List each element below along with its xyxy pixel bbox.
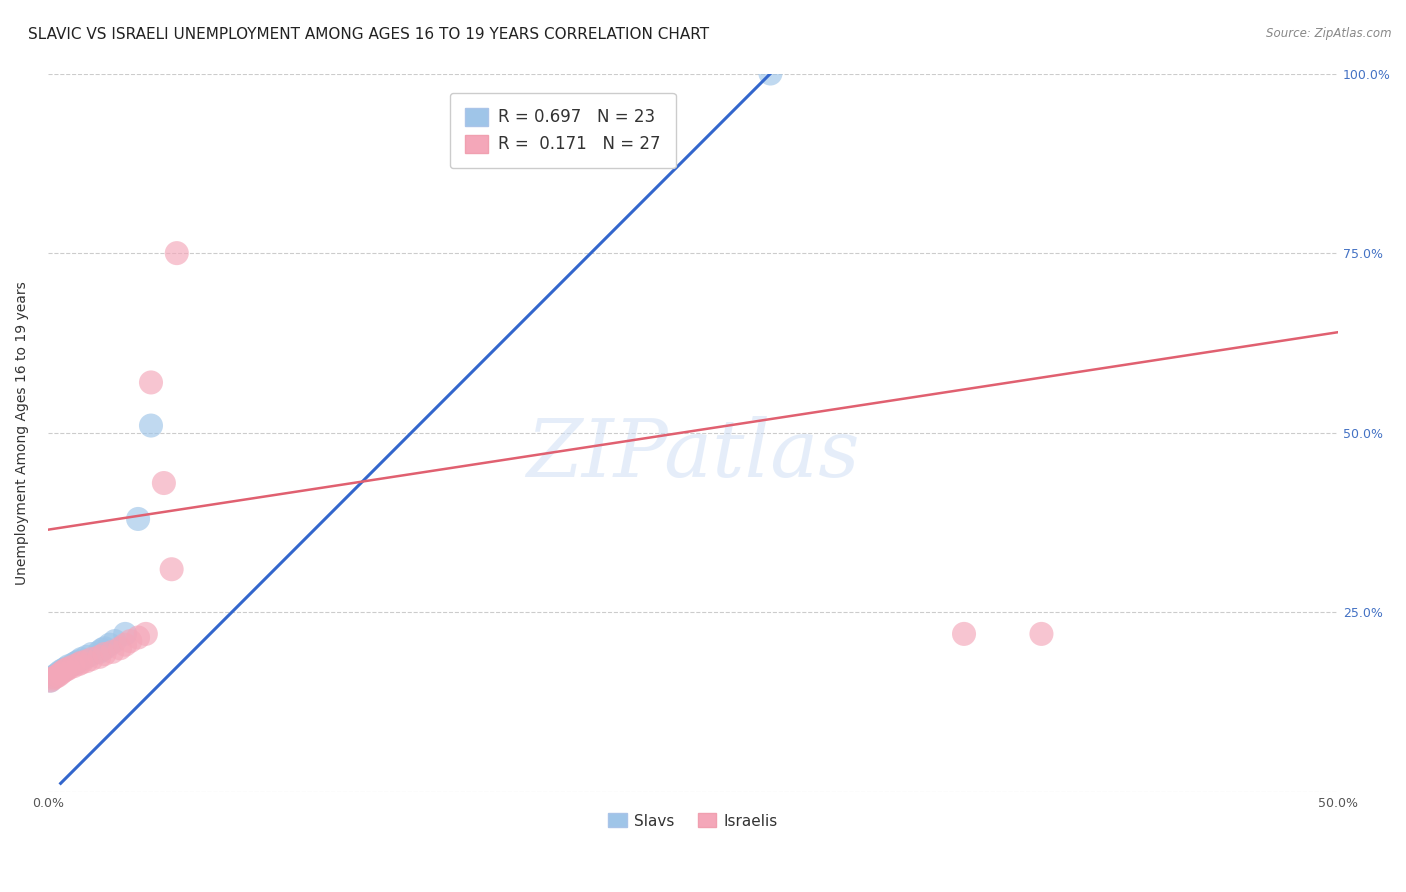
Point: [67, 654, 90, 668]
Point: [127, 512, 149, 526]
Point: [42, 672, 65, 686]
Point: [75, 649, 97, 664]
Point: [953, 627, 976, 641]
Point: [108, 641, 131, 656]
Point: [70, 656, 93, 670]
Point: [80, 652, 103, 666]
Legend: Slavs, Israelis: Slavs, Israelis: [602, 807, 785, 835]
Point: [139, 418, 162, 433]
Point: [62, 657, 84, 671]
Point: [58, 659, 80, 673]
Point: [42, 670, 65, 684]
Point: [55, 661, 77, 675]
Point: [46, 668, 69, 682]
Point: [166, 246, 188, 260]
Point: [114, 627, 136, 641]
Point: [58, 661, 80, 675]
Point: [91, 642, 114, 657]
Point: [55, 663, 77, 677]
Point: [44, 668, 66, 682]
Point: [52, 665, 75, 679]
Point: [39, 673, 62, 688]
Point: [62, 659, 84, 673]
Point: [1031, 627, 1053, 641]
Point: [44, 670, 66, 684]
Point: [80, 647, 103, 661]
Point: [65, 656, 87, 670]
Text: Source: ZipAtlas.com: Source: ZipAtlas.com: [1267, 27, 1392, 40]
Point: [49, 666, 72, 681]
Point: [160, 562, 183, 576]
Y-axis label: Unemployment Among Ages 16 to 19 years: Unemployment Among Ages 16 to 19 years: [15, 281, 30, 584]
Text: ZIPatlas: ZIPatlas: [526, 416, 859, 493]
Point: [127, 631, 149, 645]
Point: [120, 634, 142, 648]
Point: [98, 638, 121, 652]
Point: [70, 652, 93, 666]
Point: [139, 376, 162, 390]
Point: [89, 645, 111, 659]
Point: [135, 627, 157, 641]
Text: SLAVIC VS ISRAELI UNEMPLOYMENT AMONG AGES 16 TO 19 YEARS CORRELATION CHART: SLAVIC VS ISRAELI UNEMPLOYMENT AMONG AGE…: [28, 27, 709, 42]
Point: [49, 665, 72, 679]
Point: [75, 654, 97, 668]
Point: [93, 647, 115, 661]
Point: [67, 657, 90, 671]
Point: [153, 476, 176, 491]
Point: [93, 641, 115, 656]
Point: [89, 649, 111, 664]
Point: [759, 66, 782, 80]
Point: [101, 645, 124, 659]
Point: [104, 634, 127, 648]
Point: [46, 666, 69, 681]
Point: [114, 638, 136, 652]
Point: [39, 673, 62, 688]
Point: [52, 663, 75, 677]
